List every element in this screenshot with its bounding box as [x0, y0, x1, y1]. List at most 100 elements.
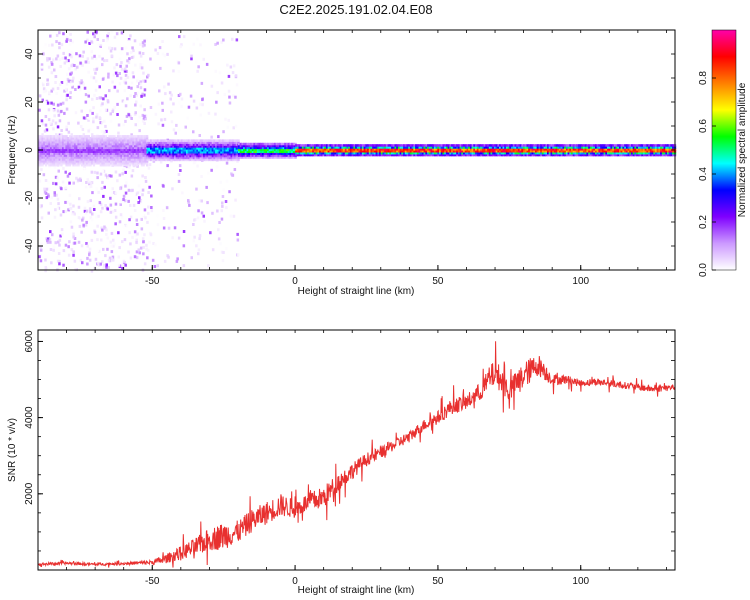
spectrogram-cell	[139, 246, 143, 250]
spectrogram-cell	[651, 153, 654, 157]
spectrogram-cell	[94, 150, 97, 154]
spectrogram-cell	[466, 151, 469, 155]
spectrogram-cell	[504, 148, 507, 151]
spectrogram-cell	[48, 237, 52, 241]
spectrogram-cell	[113, 106, 116, 109]
spectrogram-cell	[473, 150, 476, 153]
spectrogram-cell	[110, 250, 114, 254]
spectrogram-cell	[146, 256, 149, 260]
spectrogram-cell	[175, 143, 179, 146]
spectrogram-cell	[261, 142, 265, 146]
spectrogram-cell	[533, 153, 536, 157]
spectrogram-cell	[87, 154, 91, 157]
spectrogram-cell	[121, 99, 125, 103]
spectrogram-cell	[442, 150, 445, 153]
spectrogram-cell	[96, 126, 100, 130]
spectrogram-cell	[387, 144, 390, 147]
spectrogram-cell	[135, 93, 138, 97]
spectrogram-cell	[40, 63, 44, 67]
spectrogram-cell	[663, 146, 666, 149]
spectrogram-cell	[139, 104, 142, 108]
spectrogram-cell	[78, 197, 81, 201]
spectrogram-cell	[103, 152, 106, 155]
spectrogram-cell	[179, 147, 182, 150]
spectrogram-cell	[589, 146, 593, 149]
spectrogram-cell	[605, 144, 608, 147]
spectrogram-cell	[58, 148, 61, 152]
spectrogram-cell	[142, 146, 145, 150]
spectrogram-cell	[517, 146, 521, 149]
spectrogram-cell	[656, 151, 660, 155]
spectrogram-cell	[137, 162, 140, 165]
spectrogram-cell	[459, 144, 462, 147]
spectrogram-cell	[211, 151, 215, 154]
spectrogram-cell	[118, 152, 121, 155]
spectrogram-cell	[529, 146, 533, 149]
spectrogram-cell	[220, 145, 223, 148]
spectrogram-cell	[46, 142, 49, 146]
spectrogram-cell	[123, 135, 127, 138]
spectrogram-cell	[289, 150, 292, 154]
spectrogram-cell	[232, 147, 235, 150]
spectrogram-cell	[241, 154, 244, 157]
spectrogram-cell	[548, 148, 552, 151]
spectrogram-cell	[300, 146, 303, 149]
spectrogram-cell	[430, 150, 433, 153]
spectrogram-cell	[301, 153, 305, 157]
snr-x-tick-label: 50	[432, 576, 444, 587]
spectrogram-cell	[639, 153, 642, 157]
spectrogram-cell	[377, 148, 380, 151]
spectrogram-cell	[163, 145, 167, 148]
spectrogram-cell	[435, 148, 438, 151]
spectrogram-cell	[442, 151, 445, 155]
spectrogram-cell	[401, 153, 404, 157]
spectrogram-cell	[555, 150, 558, 153]
spectrogram-cell	[40, 119, 44, 123]
spectrogram-cell	[204, 145, 208, 148]
spectrogram-cell	[244, 154, 248, 157]
spectrogram-cell	[60, 135, 63, 138]
spectrogram-cell	[70, 144, 73, 148]
spectrogram-cell	[171, 236, 174, 240]
spectrogram-cell	[324, 150, 327, 153]
spectrogram-cell	[377, 146, 380, 149]
spectrogram-cell	[165, 152, 168, 156]
spectrogram-cell	[222, 143, 225, 146]
spectrogram-cell	[68, 150, 72, 154]
spectrogram-cell	[334, 153, 337, 157]
spectrogram-cell	[241, 150, 244, 154]
spectrogram-cell	[196, 152, 199, 156]
spectrogram-cell	[634, 153, 637, 157]
spectrogram-cell	[253, 148, 256, 152]
spectrogram-cell	[62, 146, 65, 150]
spectrogram-cell	[661, 151, 665, 155]
spectrogram-cell	[46, 144, 49, 148]
spectrogram-cell	[600, 153, 603, 157]
spectrogram-cell	[643, 144, 646, 147]
spectrogram-cell	[148, 145, 151, 148]
spectrogram-cell	[637, 151, 641, 155]
spectrogram-cell	[307, 148, 310, 151]
spectrogram-cell	[96, 144, 99, 148]
spectrogram-cell	[191, 143, 194, 146]
spectrogram-cell	[39, 259, 43, 263]
spectrogram-cell	[528, 153, 531, 157]
spectrogram-cell	[174, 158, 177, 162]
spectrogram-cell	[192, 145, 196, 148]
spectrogram-cell	[622, 146, 625, 149]
spectrogram-cell	[217, 135, 220, 139]
spectrogram-cell	[198, 154, 201, 158]
spectrogram-cell	[218, 152, 221, 156]
spectrogram-cell	[397, 150, 401, 153]
spectrogram-cell	[68, 135, 72, 138]
spectrogram-cell	[67, 130, 71, 134]
spectrogram-cell	[65, 38, 69, 42]
spectrogram-cell	[104, 152, 108, 155]
spectrogram-cell	[162, 141, 165, 144]
spectrogram-cell	[560, 146, 564, 149]
spectrogram-cell	[313, 148, 317, 151]
spectrogram-cell	[135, 150, 139, 154]
spectrogram-cell	[125, 69, 128, 73]
spectrogram-cell	[180, 97, 184, 101]
spectrogram-cell	[133, 230, 137, 234]
